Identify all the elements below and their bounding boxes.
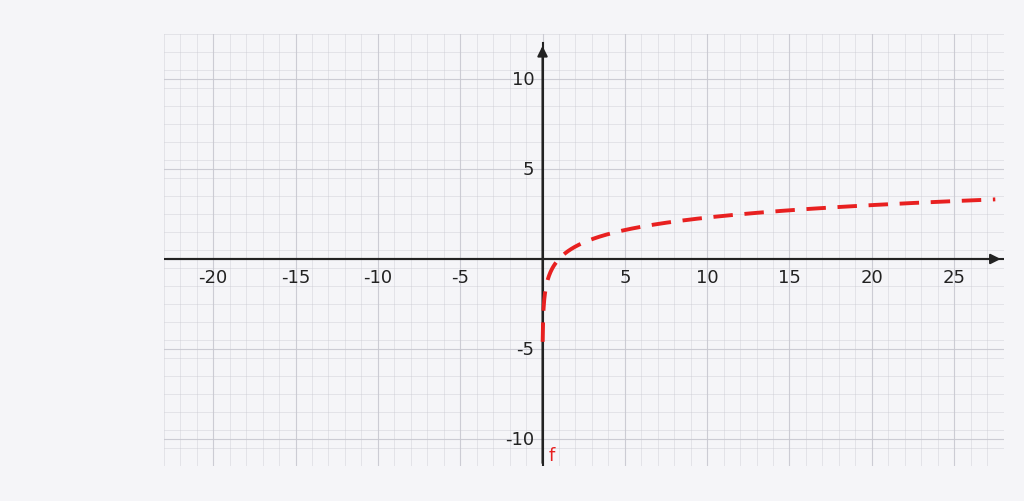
Text: -15: -15 (281, 269, 310, 287)
Text: f: f (548, 446, 555, 464)
Text: 15: 15 (778, 269, 801, 287)
Text: -20: -20 (199, 269, 228, 287)
Text: 10: 10 (696, 269, 719, 287)
Text: -10: -10 (364, 269, 392, 287)
Text: 25: 25 (943, 269, 966, 287)
Text: -10: -10 (505, 430, 535, 448)
Text: 5: 5 (620, 269, 631, 287)
Text: 10: 10 (512, 71, 535, 89)
Text: 20: 20 (860, 269, 883, 287)
Text: -5: -5 (452, 269, 469, 287)
Text: -5: -5 (516, 340, 535, 358)
Text: 5: 5 (523, 161, 535, 179)
